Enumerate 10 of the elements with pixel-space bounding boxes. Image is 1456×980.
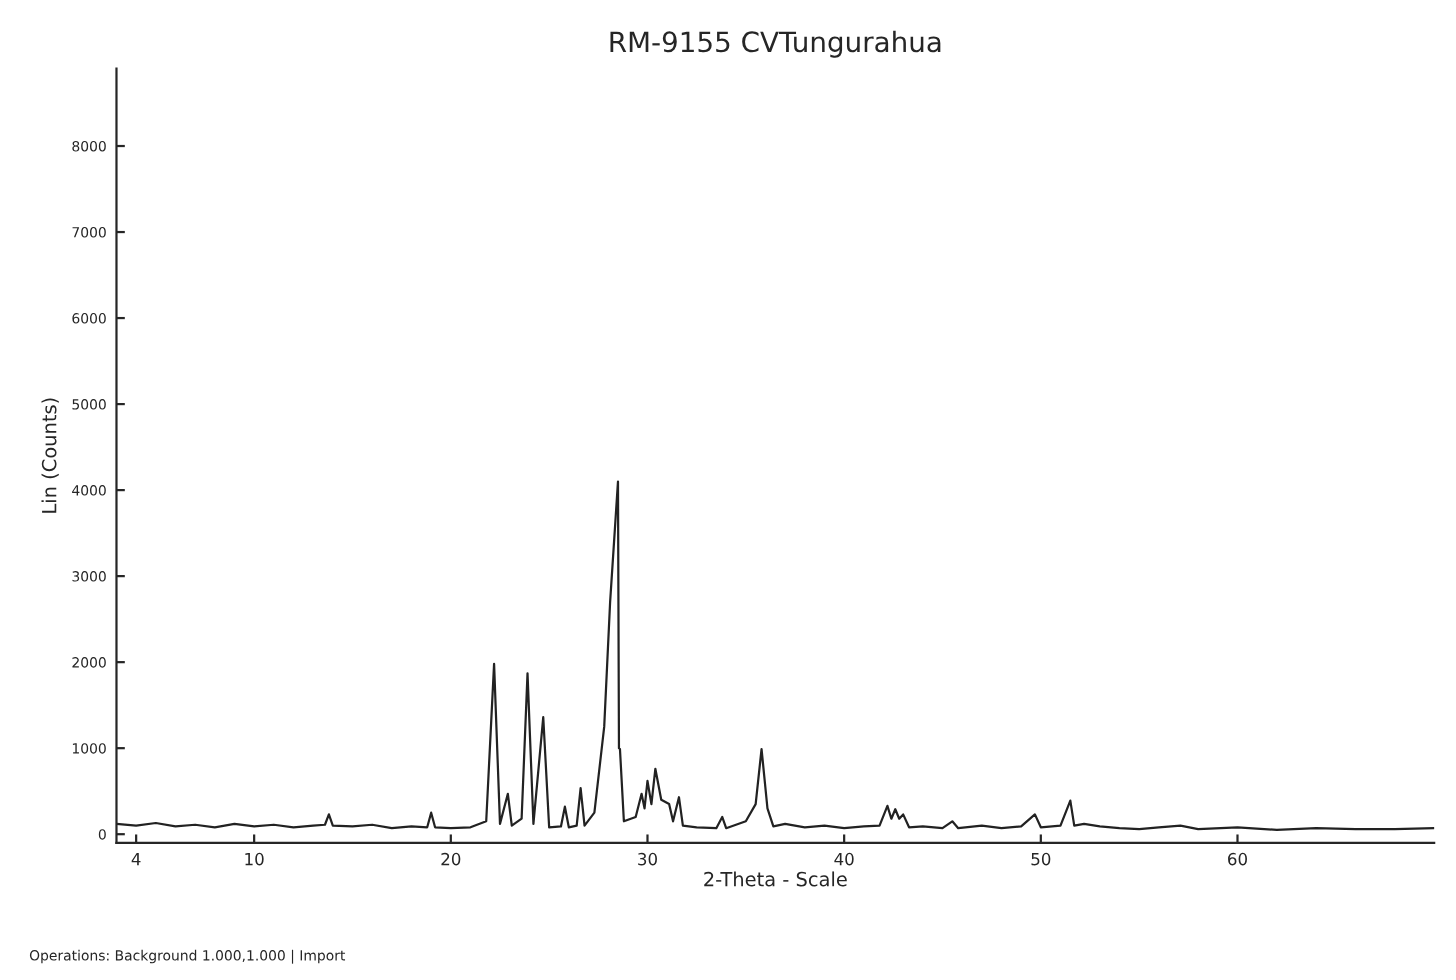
y-axis-title: Lin (Counts) [41,398,59,513]
x-tick-label: 20 [441,852,461,866]
x-tick-label: 40 [834,852,854,866]
x-axis-title: 2-Theta - Scale [704,871,847,887]
x-tick-label: 50 [1031,852,1051,866]
x-tick-label: 60 [1228,852,1247,866]
x-tick-label: 10 [245,852,264,866]
x-tick-label: 30 [638,852,657,866]
x-tick-label: 4 [131,853,141,866]
chart-title: RM-9155 CVTungurahua [610,30,941,58]
